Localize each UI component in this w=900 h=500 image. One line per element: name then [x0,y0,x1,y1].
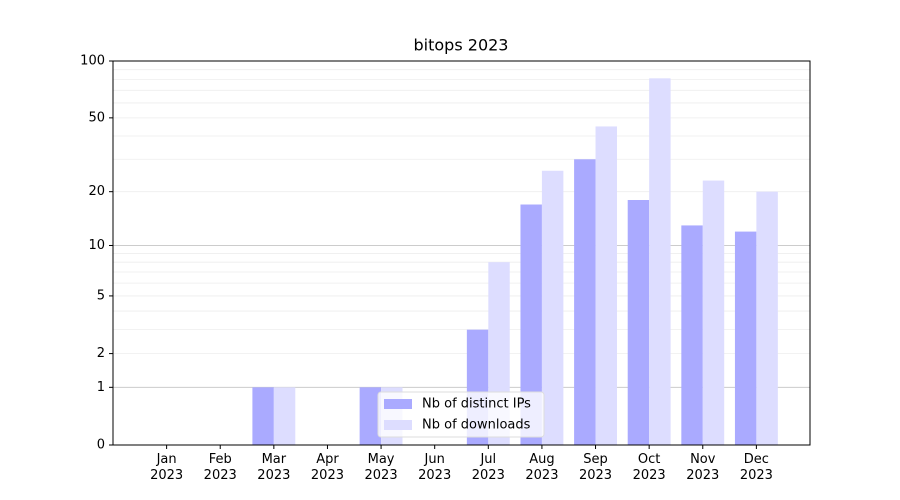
bar [681,225,703,445]
x-tick-label: Jun 2023 [418,452,452,483]
legend-label: Nb of downloads [422,418,531,433]
legend: Nb of distinct IPs Nb of downloads [377,391,545,438]
legend-swatch [384,420,412,430]
bar [734,231,757,445]
y-tick-label: 10 [88,238,105,253]
x-tick-label: Aug 2023 [525,452,559,483]
y-tick-label: 50 [88,110,105,125]
bar [627,200,650,445]
x-tick-label: Jan 2023 [150,452,184,483]
y-tick-label: 1 [97,380,105,395]
y-tick-label: 0 [97,438,105,453]
bar [273,387,296,445]
x-tick-label: Jul 2023 [471,452,505,483]
bar [702,180,725,445]
bar [520,204,542,445]
legend-box [377,391,545,438]
x-tick-label: May 2023 [364,452,398,483]
plot-frame [112,60,811,446]
x-tick-label: Oct 2023 [632,452,666,483]
bar [595,126,617,445]
y-tick-label: 20 [88,184,105,199]
x-tick-label: Apr 2023 [310,452,344,483]
bar [541,170,564,445]
y-tick-label: 100 [80,54,105,69]
bar [649,78,671,446]
bar [359,387,382,445]
chart-title: bitops 2023 [414,36,509,55]
y-tick-label: 5 [97,288,105,303]
bar [252,387,274,445]
x-tick-label: Dec 2023 [739,452,773,483]
x-tick-label: Feb 2023 [203,452,237,483]
legend-label: Nb of distinct IPs [422,397,531,412]
x-tick-label: Mar 2023 [257,452,291,483]
x-tick-label: Nov 2023 [686,452,720,483]
bar [756,191,778,445]
y-tick-label: 2 [97,346,105,361]
legend-swatch [384,399,412,409]
x-tick-label: Sep 2023 [578,452,613,483]
bar [574,159,596,445]
